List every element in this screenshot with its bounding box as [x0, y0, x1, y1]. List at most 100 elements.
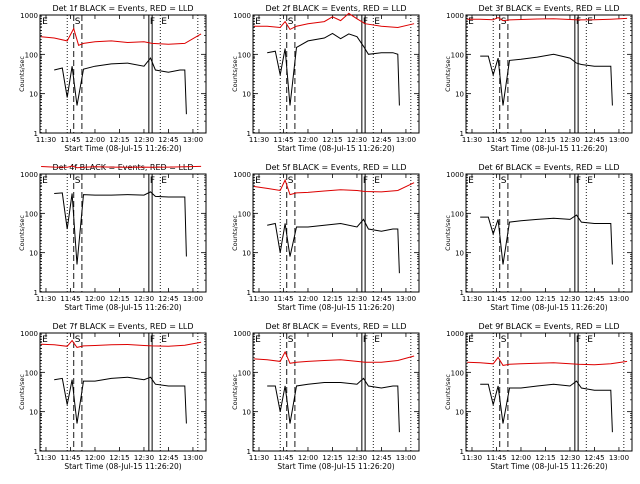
y-tick-label: 100 — [238, 210, 251, 218]
x-tick-label: 12:45 — [158, 454, 178, 462]
x-tick-label: 12:00 — [298, 454, 318, 462]
x-axis-label: Start Time (08-Jul-15 11:26:20) — [277, 462, 394, 471]
x-axis-label: Start Time (08-Jul-15 11:26:20) — [490, 303, 607, 312]
x-tick-label: 13:00 — [609, 295, 629, 303]
x-tick-label: 13:00 — [396, 454, 416, 462]
marker-label: E — [587, 176, 593, 186]
x-tick-label: 12:15 — [535, 295, 555, 303]
panel-title: Det 9f BLACK = Events, RED = LLD — [478, 322, 619, 331]
y-axis-label: Counts/sec — [18, 56, 26, 92]
series-lld-line — [254, 12, 415, 31]
x-tick-label: 13:00 — [396, 295, 416, 303]
x-tick-label: 12:30 — [560, 136, 580, 144]
x-tick-label: 12:15 — [109, 454, 129, 462]
y-tick-label: 1 — [247, 448, 251, 456]
x-tick-label: 12:15 — [109, 136, 129, 144]
x-tick-label: 13:00 — [609, 454, 629, 462]
y-tick-label: 1 — [247, 130, 251, 138]
x-tick-label: 12:45 — [584, 136, 604, 144]
y-axis-label: Counts/sec — [231, 56, 239, 92]
detector-panel-9: Det 9f BLACK = Events, RED = LLD 1 10 100 10… — [444, 322, 633, 471]
x-tick-label: 12:30 — [347, 295, 367, 303]
x-tick-label: 11:45 — [486, 295, 506, 303]
y-tick-label: 1 — [247, 289, 251, 297]
y-tick-label: 1000 — [20, 12, 38, 20]
y-tick-label: 1000 — [446, 330, 464, 338]
marker-label: E — [468, 176, 474, 186]
marker-label: S — [75, 335, 81, 345]
marker-label: E — [255, 176, 261, 186]
x-tick-label: 11:30 — [36, 295, 56, 303]
series-events-line — [54, 376, 187, 424]
panel-title: Det 5f BLACK = Events, RED = LLD — [265, 163, 406, 172]
y-tick-label: 1 — [460, 130, 464, 138]
x-tick-label: 12:45 — [158, 295, 178, 303]
marker-label: E — [42, 17, 48, 27]
x-tick-label: 12:00 — [511, 136, 531, 144]
y-tick-label: 1 — [460, 448, 464, 456]
y-tick-label: 100 — [238, 369, 251, 377]
x-tick-label: 12:30 — [347, 454, 367, 462]
detector-panel-5: Det 5f BLACK = Events, RED = LLD 1 10 100 10… — [231, 163, 420, 312]
y-tick-label: 10 — [242, 409, 251, 417]
x-axis-label: Start Time (08-Jul-15 11:26:20) — [277, 303, 394, 312]
y-tick-label: 100 — [25, 210, 38, 218]
marker-label: E — [468, 17, 474, 27]
marker-label: S — [501, 335, 507, 345]
y-tick-label: 10 — [29, 91, 38, 99]
series-lld-line — [41, 339, 202, 348]
x-tick-label: 13:00 — [183, 454, 203, 462]
x-tick-label: 12:30 — [134, 295, 154, 303]
x-tick-label: 11:30 — [462, 136, 482, 144]
detector-panel-3: Det 3f BLACK = Events, RED = LLD 1 10 100 10… — [444, 4, 633, 153]
marker-label: E — [161, 176, 167, 186]
marker-label: E — [587, 17, 593, 27]
marker-label: E — [587, 335, 593, 345]
marker-label: E — [255, 335, 261, 345]
panel-title: Det 1f BLACK = Events, RED = LLD — [52, 4, 193, 13]
y-tick-label: 100 — [451, 51, 464, 59]
plot-frame — [39, 332, 207, 452]
y-tick-label: 10 — [29, 250, 38, 258]
plot-frame — [465, 173, 633, 293]
x-tick-label: 11:45 — [273, 454, 293, 462]
x-tick-label: 12:15 — [322, 295, 342, 303]
series-events-line — [480, 214, 613, 265]
x-tick-label: 12:00 — [511, 454, 531, 462]
y-tick-label: 100 — [25, 369, 38, 377]
series-lld-line — [41, 165, 202, 169]
series-events-line — [267, 32, 400, 106]
x-axis-label: Start Time (08-Jul-15 11:26:20) — [64, 144, 181, 153]
x-tick-label: 12:15 — [535, 136, 555, 144]
marker-label: E — [255, 17, 261, 27]
y-tick-label: 1 — [460, 289, 464, 297]
y-tick-label: 10 — [242, 91, 251, 99]
plot-frame — [252, 14, 420, 134]
series-events-line — [480, 380, 613, 433]
x-tick-label: 12:00 — [85, 295, 105, 303]
series-lld-line — [254, 350, 415, 364]
y-tick-label: 1 — [34, 289, 38, 297]
x-tick-label: 12:45 — [584, 295, 604, 303]
panel-title: Det 3f BLACK = Events, RED = LLD — [478, 4, 619, 13]
x-tick-label: 11:30 — [36, 136, 56, 144]
y-tick-label: 10 — [455, 250, 464, 258]
marker-label: E — [161, 335, 167, 345]
x-tick-label: 11:30 — [462, 295, 482, 303]
x-tick-label: 12:00 — [511, 295, 531, 303]
marker-label: E — [374, 17, 380, 27]
marker-label: S — [288, 335, 294, 345]
x-tick-label: 11:45 — [486, 454, 506, 462]
plot-frame — [252, 332, 420, 452]
x-axis-label: Start Time (08-Jul-15 11:26:20) — [277, 144, 394, 153]
x-tick-label: 13:00 — [183, 136, 203, 144]
detector-panel-4: Det 4f BLACK = Events, RED = LLD11010010… — [18, 163, 207, 312]
series-lld-line — [254, 178, 415, 196]
marker-label: E — [42, 335, 48, 345]
marker-label: S — [75, 17, 81, 27]
x-tick-label: 11:45 — [273, 136, 293, 144]
y-tick-label: 1000 — [233, 330, 251, 338]
marker-label: E — [468, 335, 474, 345]
detector-panel-7: Det 7f BLACK = Events, RED = LLD 1 10 100 10… — [18, 322, 207, 471]
